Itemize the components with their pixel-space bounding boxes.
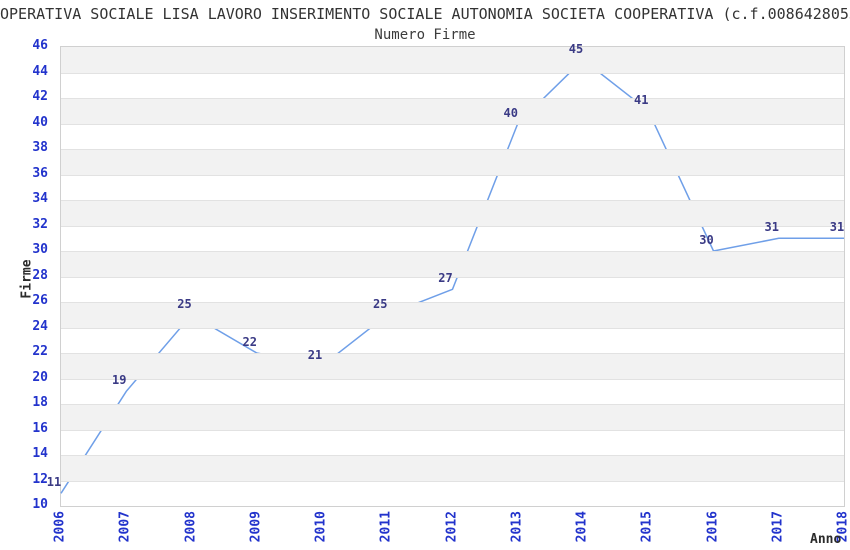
gridline	[61, 302, 844, 303]
x-tick-label: 2017	[770, 511, 786, 543]
data-point-label: 21	[307, 347, 323, 362]
plot-band	[61, 47, 844, 73]
data-point-label: 19	[112, 373, 127, 388]
x-tick-label: 2015	[639, 511, 655, 543]
gridline	[61, 429, 844, 431]
gridline	[61, 225, 844, 227]
y-tick-label: 14	[32, 446, 48, 461]
plot-area	[60, 46, 845, 507]
plot-band	[61, 353, 844, 379]
x-tick-label: 2006	[52, 511, 68, 543]
plot-band	[61, 430, 844, 456]
x-tick-label: 2011	[378, 511, 394, 543]
plot-band	[61, 379, 844, 405]
gridline	[61, 276, 844, 278]
gridline	[61, 455, 844, 456]
data-point-label: 31	[829, 220, 845, 235]
data-point-label: 25	[177, 296, 192, 311]
plot-band	[61, 124, 844, 150]
gridline	[61, 480, 844, 482]
gridline	[61, 251, 844, 252]
data-point-label: 22	[242, 335, 257, 349]
data-point-label: 30	[699, 233, 714, 247]
plot-band	[61, 302, 844, 328]
gridline	[61, 378, 844, 380]
y-tick-label: 36	[32, 165, 48, 181]
x-tick-label: 2007	[117, 511, 133, 543]
data-point-label: 25	[373, 296, 388, 311]
gridline	[61, 353, 844, 354]
plot-band	[61, 73, 844, 99]
gridline	[61, 174, 844, 176]
x-tick-label: 2016	[705, 511, 720, 543]
chart-subtitle: Numero Firme	[374, 27, 476, 43]
y-tick-label: 40	[32, 114, 48, 130]
plot-band	[61, 98, 844, 124]
plot-band	[61, 226, 844, 252]
plot-band	[61, 175, 844, 201]
x-tick-label: 2009	[248, 511, 264, 543]
data-point-label: 11	[46, 475, 62, 490]
gridline	[61, 149, 844, 150]
y-tick-label: 10	[32, 497, 48, 512]
y-tick-label: 30	[32, 242, 48, 257]
data-point-label: 31	[764, 220, 779, 235]
plot-band	[61, 455, 844, 481]
x-tick-label: 2014	[574, 511, 590, 543]
chart-title: OPERATIVA SOCIALE LISA LAVORO INSERIMENT…	[0, 5, 850, 23]
gridline	[61, 327, 844, 329]
y-tick-label: 24	[32, 318, 48, 334]
gridline	[61, 404, 844, 405]
y-tick-label: 46	[32, 38, 48, 53]
plot-band	[61, 251, 844, 277]
data-point-label: 41	[634, 92, 649, 107]
gridline	[61, 200, 844, 201]
y-tick-label: 20	[32, 369, 48, 385]
data-point-label: 27	[438, 271, 453, 286]
gridline	[61, 123, 844, 125]
y-tick-label: 44	[32, 63, 48, 79]
y-tick-label: 12	[32, 471, 48, 487]
gridline	[61, 98, 844, 99]
y-tick-label: 28	[32, 267, 48, 283]
x-tick-label: 2012	[444, 511, 459, 543]
plot-band	[61, 200, 844, 226]
gridline	[61, 72, 844, 74]
y-tick-label: 16	[32, 420, 48, 436]
x-tick-label: 2010	[313, 511, 329, 543]
y-tick-label: 38	[32, 140, 48, 155]
plot-band	[61, 404, 844, 430]
x-tick-label: 2008	[183, 511, 198, 543]
plot-band	[61, 481, 844, 507]
y-tick-label: 22	[32, 344, 48, 359]
x-axis-label: Anno	[810, 532, 842, 547]
y-tick-label: 42	[32, 89, 48, 104]
data-point-label: 40	[503, 105, 518, 120]
y-axis-label: Firme	[19, 259, 35, 299]
y-tick-label: 34	[32, 191, 48, 206]
y-tick-label: 26	[32, 293, 48, 308]
y-tick-label: 18	[32, 395, 48, 410]
x-tick-label: 2013	[509, 511, 525, 543]
data-point-label: 45	[568, 41, 584, 56]
plot-band	[61, 328, 844, 354]
plot-band	[61, 149, 844, 175]
y-tick-label: 32	[32, 216, 48, 232]
